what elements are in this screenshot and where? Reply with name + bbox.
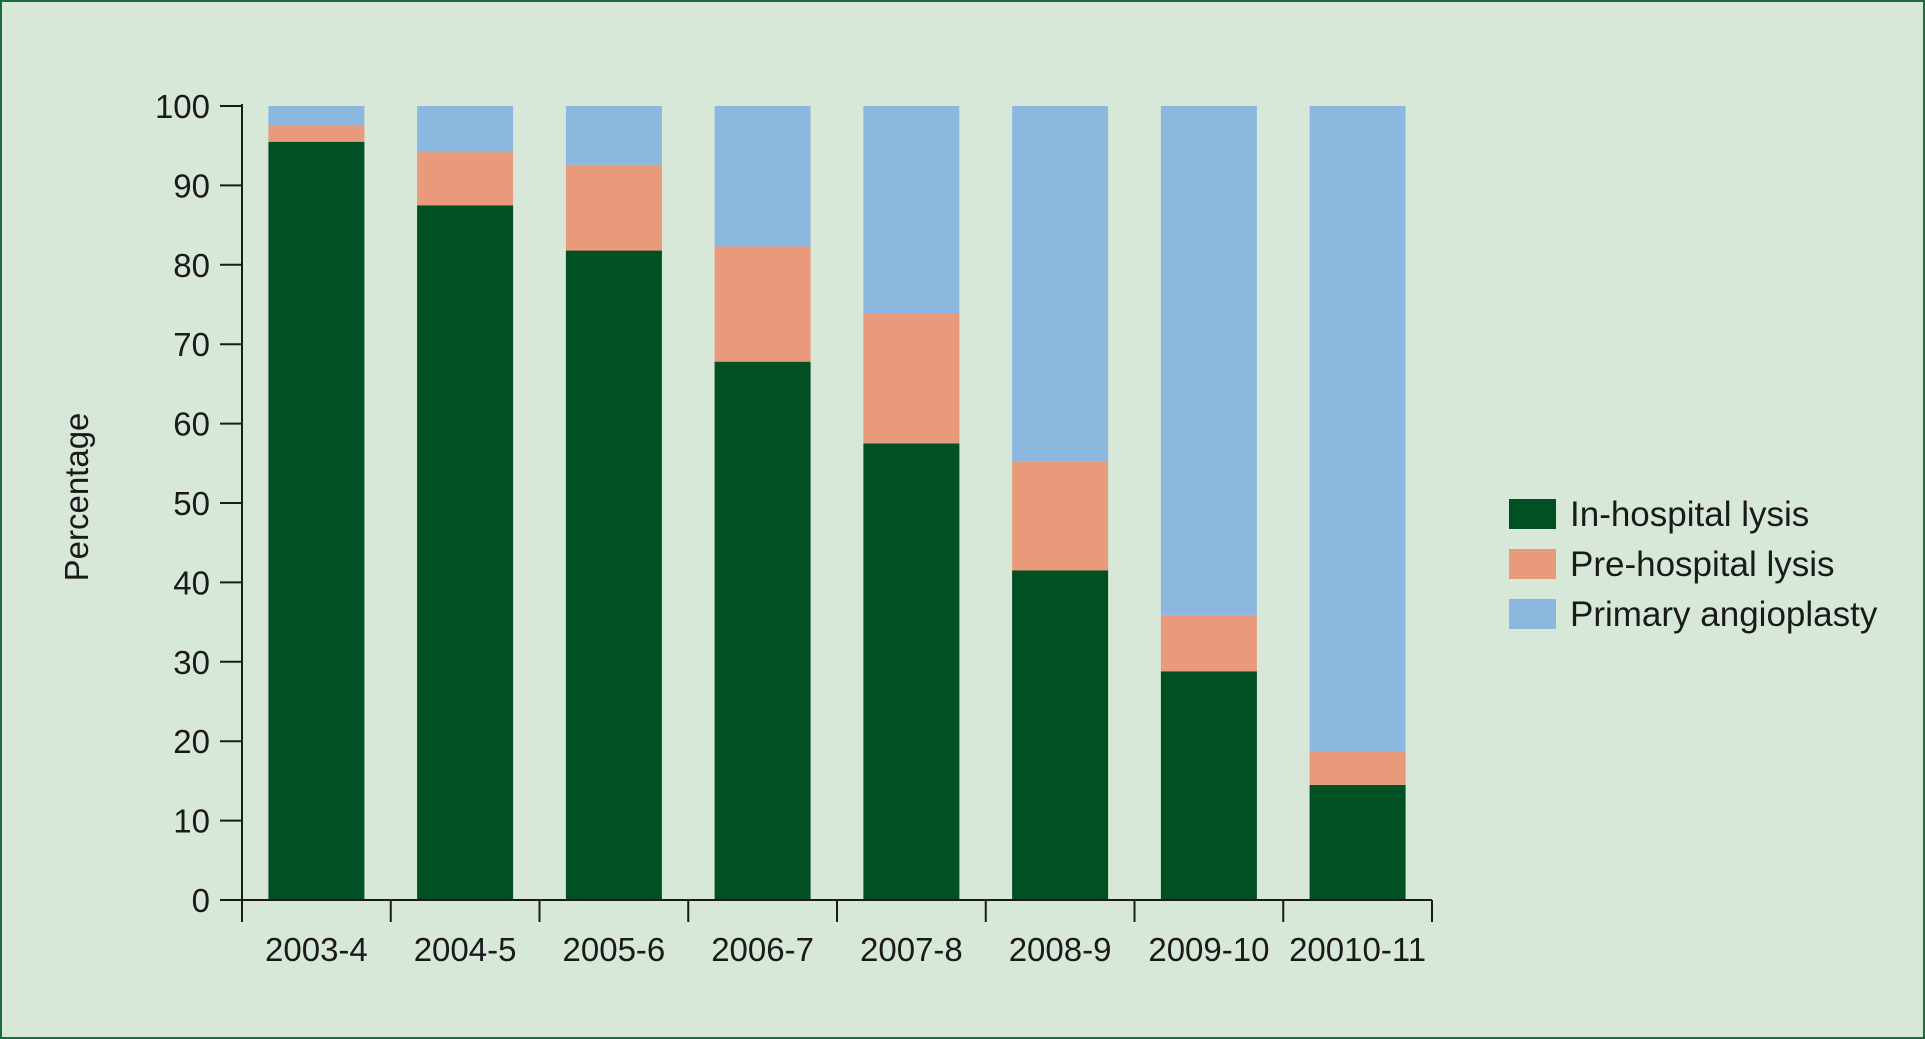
bar-segment [863,314,960,444]
y-tick-label: 30 [173,644,210,681]
y-tick-label: 10 [173,803,210,840]
bar-segment [714,246,811,362]
x-tick-label: 2006-7 [711,931,814,968]
bar-segment [268,106,365,126]
bar-segment [417,106,514,153]
y-tick-label: 0 [192,882,210,919]
bar-segment [417,205,514,901]
bar-segment [565,164,662,251]
axes-layer: 2003-4 2004-5 2005-6 2006-7 2007-8 2008-9 2009… [155,88,1433,968]
bar-segment [268,141,365,900]
legend-label: In-hospital lysis [1570,495,1809,534]
x-tick-label: 2004-5 [414,931,517,968]
y-tick-label: 40 [173,564,210,601]
bar-segment [1309,784,1406,900]
bar-segment [863,106,960,314]
bar-segment [565,106,662,165]
y-tick-label: 70 [173,326,210,363]
x-tick-label: 20010-11 [1289,931,1426,968]
y-tick-label: 80 [173,247,210,284]
y-tick-label: 60 [173,406,210,443]
legend-swatch [1509,549,1556,579]
bar-segment [1160,671,1257,900]
x-tick-label: 2007-8 [860,931,963,968]
x-tick-label: 2005-6 [563,931,666,968]
bar-segment [1309,751,1406,785]
y-tick-label: 50 [173,485,210,522]
x-tick-label: 2009-10 [1148,931,1269,968]
y-tick-label: 100 [155,88,210,125]
bar-segment [1012,570,1109,900]
bar-segment [565,250,662,900]
legend-swatch [1509,499,1556,529]
bar-segment [714,106,811,247]
bar-segment [1012,461,1109,571]
y-tick-label: 90 [173,167,210,204]
legend-label: Pre-hospital lysis [1570,545,1835,584]
bar-segment [714,361,811,900]
bar-segment [1160,106,1257,616]
x-tick-label: 2003-4 [265,931,368,968]
x-tick-label: 2008-9 [1009,931,1112,968]
y-tick-label: 20 [173,723,210,760]
bar-segment [417,152,514,206]
bar-segment [268,125,365,142]
bars-layer [268,106,1406,901]
legend: In-hospital lysis Pre-hospital lysis Prima… [1509,495,1878,634]
bar-segment [1012,106,1109,462]
legend-swatch [1509,599,1556,629]
bar-segment [1309,106,1406,752]
bar-segment [863,443,960,900]
bar-segment [1160,615,1257,672]
legend-label: Primary angioplasty [1570,595,1878,634]
y-axis-label: Percentage [58,413,95,582]
